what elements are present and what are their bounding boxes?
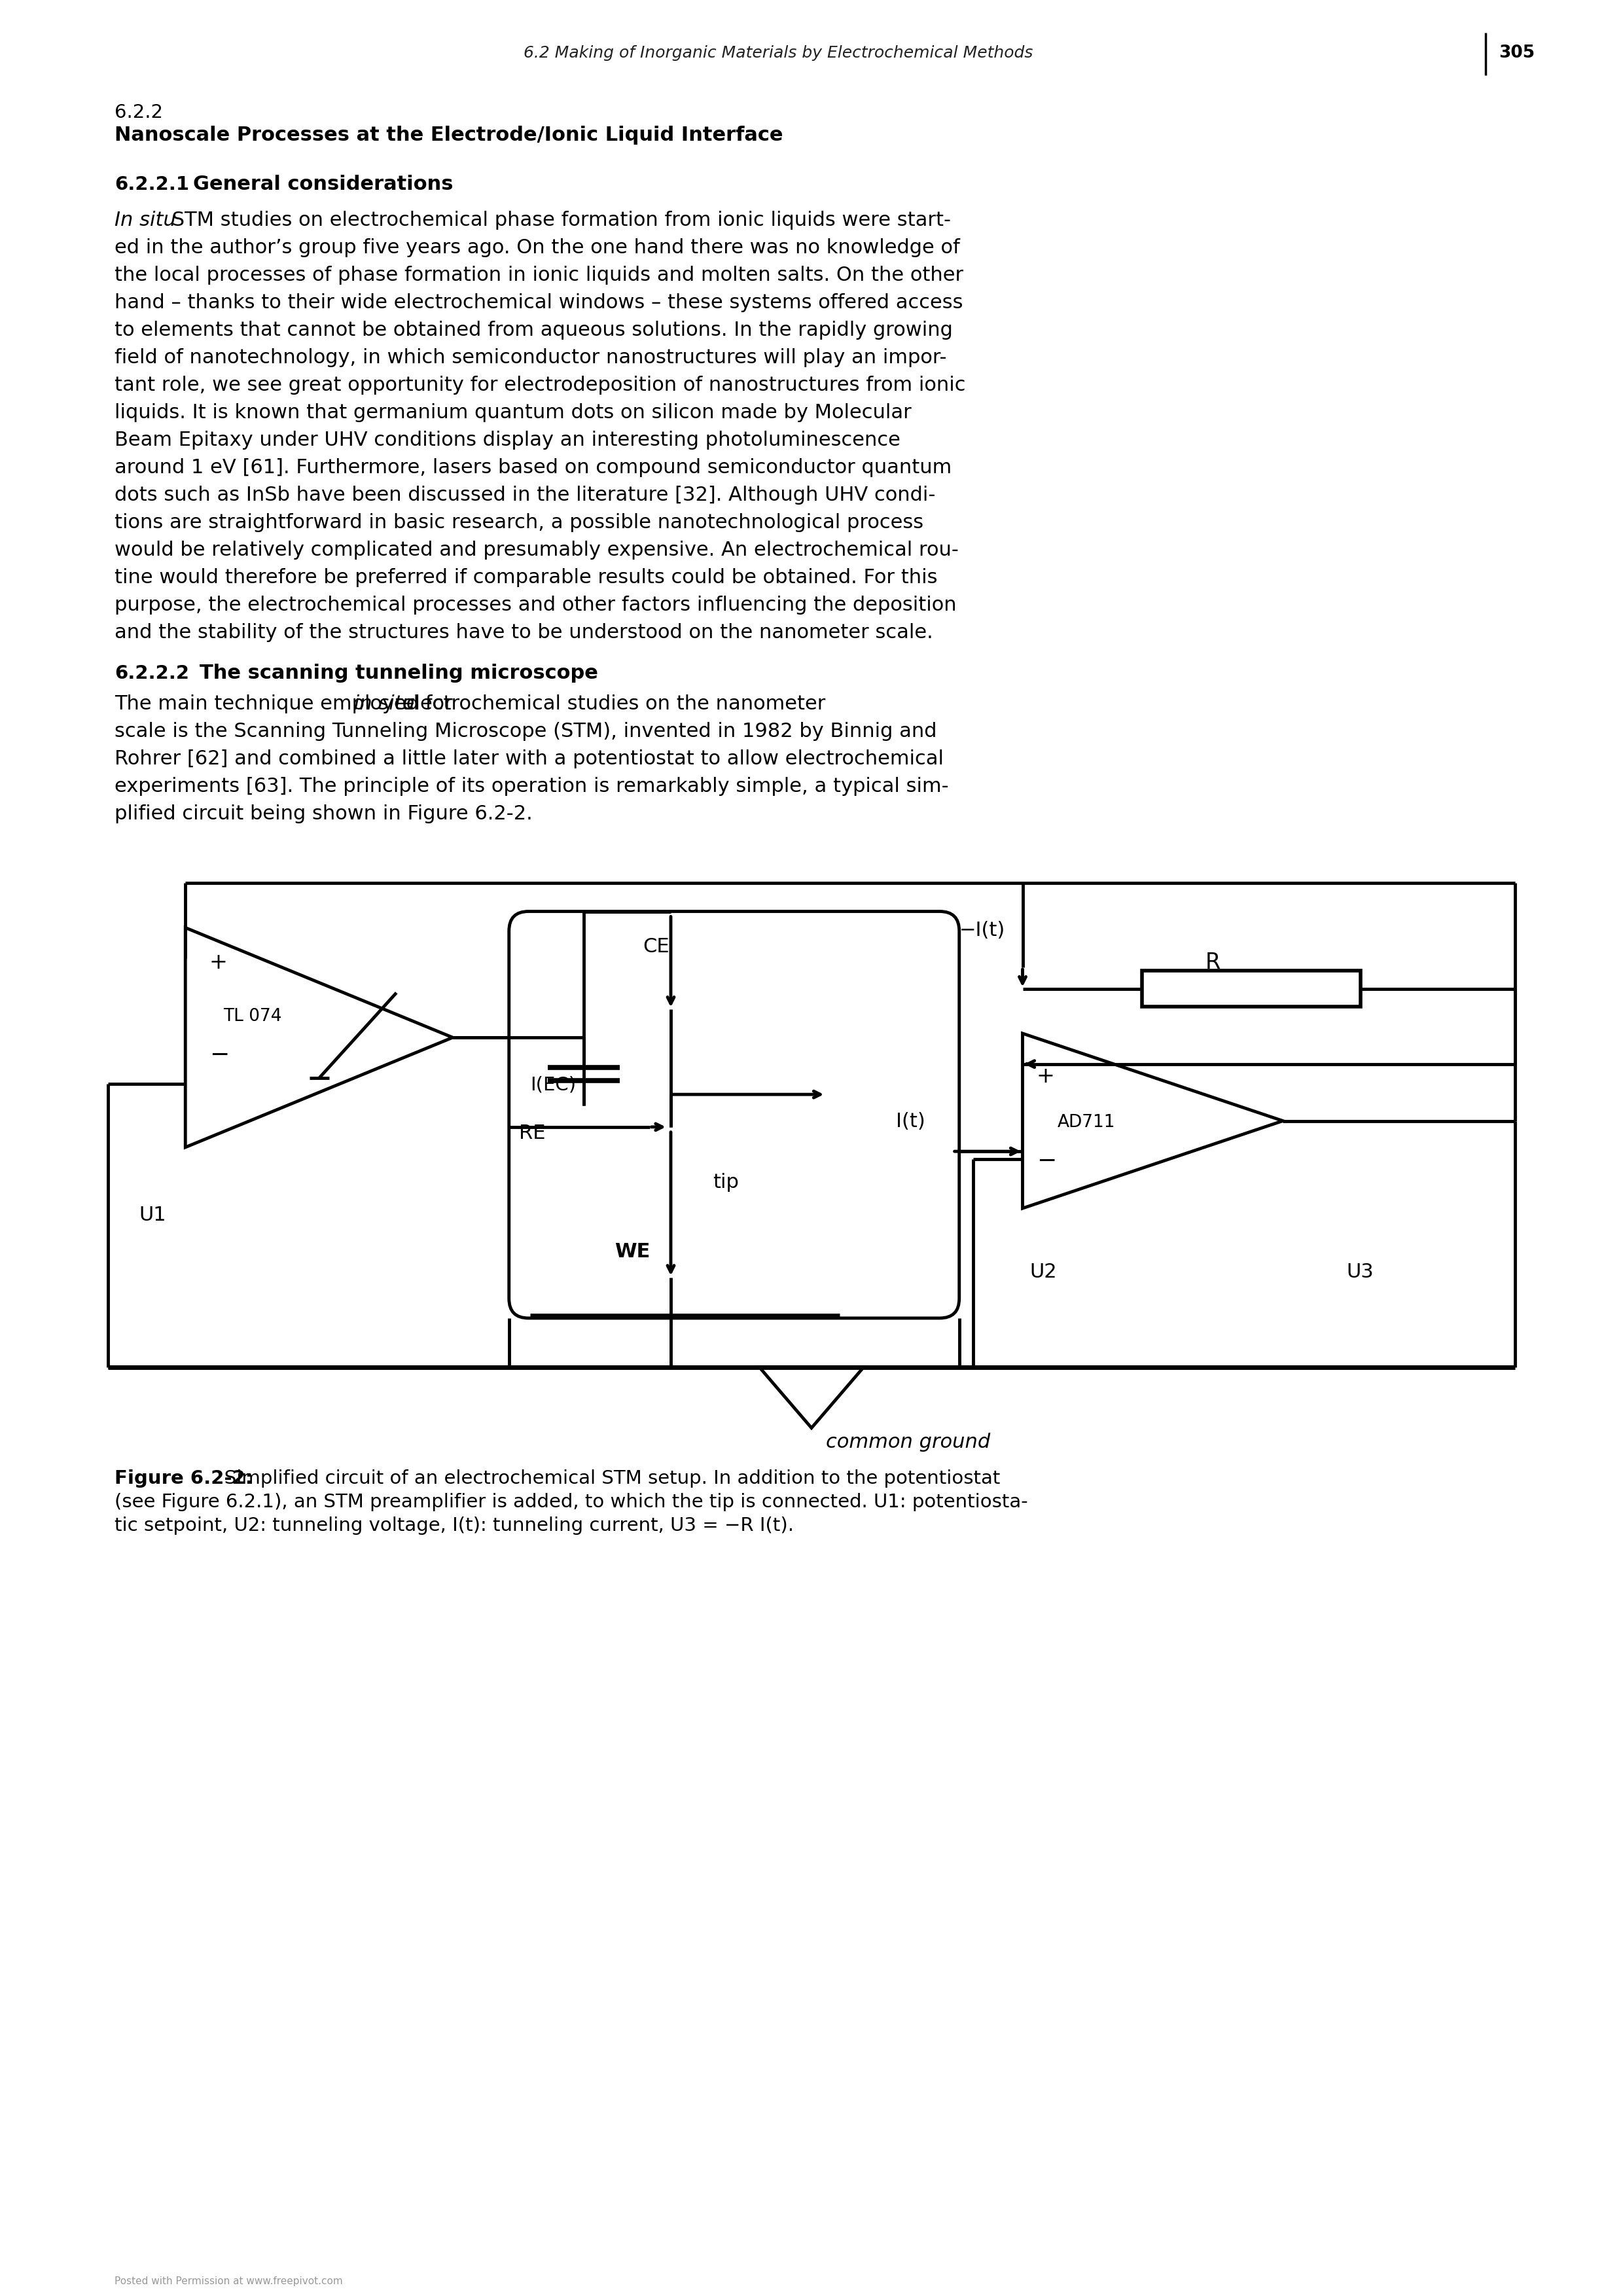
Text: The main technique employed for: The main technique employed for: [115, 693, 453, 714]
Text: −I(t): −I(t): [959, 921, 1005, 939]
Text: 6.2.2.1: 6.2.2.1: [115, 174, 190, 193]
Bar: [1143, 971, 1360, 1006]
Text: to elements that cannot be obtained from aqueous solutions. In the rapidly growi: to elements that cannot be obtained from…: [115, 321, 953, 340]
Text: +: +: [1037, 1065, 1055, 1086]
Text: hand – thanks to their wide electrochemical windows – these systems offered acce: hand – thanks to their wide electrochemi…: [115, 294, 962, 312]
Text: (see Figure 6.2.1), an STM preamplifier is added, to which the tip is connected.: (see Figure 6.2.1), an STM preamplifier …: [115, 1492, 1027, 1511]
Text: Rohrer [62] and combined a little later with a potentiostat to allow electrochem: Rohrer [62] and combined a little later …: [115, 748, 943, 769]
Text: TL 074: TL 074: [224, 1008, 282, 1024]
Text: I(EC): I(EC): [531, 1077, 576, 1095]
Text: tant role, we see great opportunity for electrodeposition of nanostructures from: tant role, we see great opportunity for …: [115, 377, 966, 395]
Text: tic setpoint, U2: tunneling voltage, I(t): tunneling current, U3 = −R I(t).: tic setpoint, U2: tunneling voltage, I(t…: [115, 1515, 794, 1534]
Text: tine would therefore be preferred if comparable results could be obtained. For t: tine would therefore be preferred if com…: [115, 567, 938, 588]
Text: Posted with Permission at www.freepivot.com: Posted with Permission at www.freepivot.…: [115, 2275, 342, 2287]
Text: ed in the author’s group five years ago. On the one hand there was no knowledge : ed in the author’s group five years ago.…: [115, 239, 959, 257]
Text: +: +: [209, 951, 227, 974]
Text: WE: WE: [615, 1242, 651, 1261]
Text: purpose, the electrochemical processes and other factors influencing the deposit: purpose, the electrochemical processes a…: [115, 595, 956, 615]
Text: plified circuit being shown in Figure 6.2-2.: plified circuit being shown in Figure 6.…: [115, 804, 532, 824]
Text: around 1 eV [61]. Furthermore, lasers based on compound semiconductor quantum: around 1 eV [61]. Furthermore, lasers ba…: [115, 459, 951, 478]
Text: experiments [63]. The principle of its operation is remarkably simple, a typical: experiments [63]. The principle of its o…: [115, 776, 949, 797]
Text: the local processes of phase formation in ionic liquids and molten salts. On the: the local processes of phase formation i…: [115, 266, 964, 285]
Text: U2: U2: [1029, 1263, 1057, 1281]
Text: Nanoscale Processes at the Electrode/Ionic Liquid Interface: Nanoscale Processes at the Electrode/Ion…: [115, 126, 782, 145]
Text: in situ: in situ: [347, 693, 415, 714]
Text: dots such as InSb have been discussed in the literature [32]. Although UHV condi: dots such as InSb have been discussed in…: [115, 487, 935, 505]
Text: Simplified circuit of an electrochemical STM setup. In addition to the potentios: Simplified circuit of an electrochemical…: [206, 1469, 1000, 1488]
Text: tip: tip: [712, 1173, 738, 1192]
Text: −: −: [209, 1045, 229, 1065]
Text: General considerations: General considerations: [193, 174, 453, 193]
Text: I(t): I(t): [896, 1111, 925, 1132]
Text: −: −: [1037, 1150, 1057, 1173]
Text: U3: U3: [1345, 1263, 1373, 1281]
Text: The scanning tunneling microscope: The scanning tunneling microscope: [200, 664, 597, 682]
Text: field of nanotechnology, in which semiconductor nanostructures will play an impo: field of nanotechnology, in which semico…: [115, 349, 946, 367]
Text: AD711: AD711: [1058, 1114, 1115, 1132]
Text: U1: U1: [140, 1205, 166, 1224]
Text: Figure 6.2-2:: Figure 6.2-2:: [115, 1469, 253, 1488]
Text: liquids. It is known that germanium quantum dots on silicon made by Molecular: liquids. It is known that germanium quan…: [115, 404, 912, 422]
Text: electrochemical studies on the nanometer: electrochemical studies on the nanometer: [396, 693, 826, 714]
Text: CE: CE: [643, 937, 669, 955]
Text: common ground: common ground: [826, 1433, 990, 1451]
Text: STM studies on electrochemical phase formation from ionic liquids were start-: STM studies on electrochemical phase for…: [166, 211, 951, 230]
Text: tions are straightforward in basic research, a possible nanotechnological proces: tions are straightforward in basic resea…: [115, 512, 923, 533]
Text: In situ: In situ: [115, 211, 175, 230]
Text: RE: RE: [519, 1125, 545, 1143]
Text: R: R: [1206, 951, 1220, 974]
Text: 6.2.2: 6.2.2: [115, 103, 162, 122]
Text: 6.2.2.2: 6.2.2.2: [115, 664, 190, 682]
Text: 305: 305: [1498, 44, 1535, 62]
Text: and the stability of the structures have to be understood on the nanometer scale: and the stability of the structures have…: [115, 622, 933, 643]
Text: 6.2 Making of Inorganic Materials by Electrochemical Methods: 6.2 Making of Inorganic Materials by Ele…: [524, 46, 1032, 62]
Text: Beam Epitaxy under UHV conditions display an interesting photoluminescence: Beam Epitaxy under UHV conditions displa…: [115, 432, 901, 450]
Text: scale is the Scanning Tunneling Microscope (STM), invented in 1982 by Binnig and: scale is the Scanning Tunneling Microsco…: [115, 721, 936, 742]
Text: would be relatively complicated and presumably expensive. An electrochemical rou: would be relatively complicated and pres…: [115, 540, 959, 560]
